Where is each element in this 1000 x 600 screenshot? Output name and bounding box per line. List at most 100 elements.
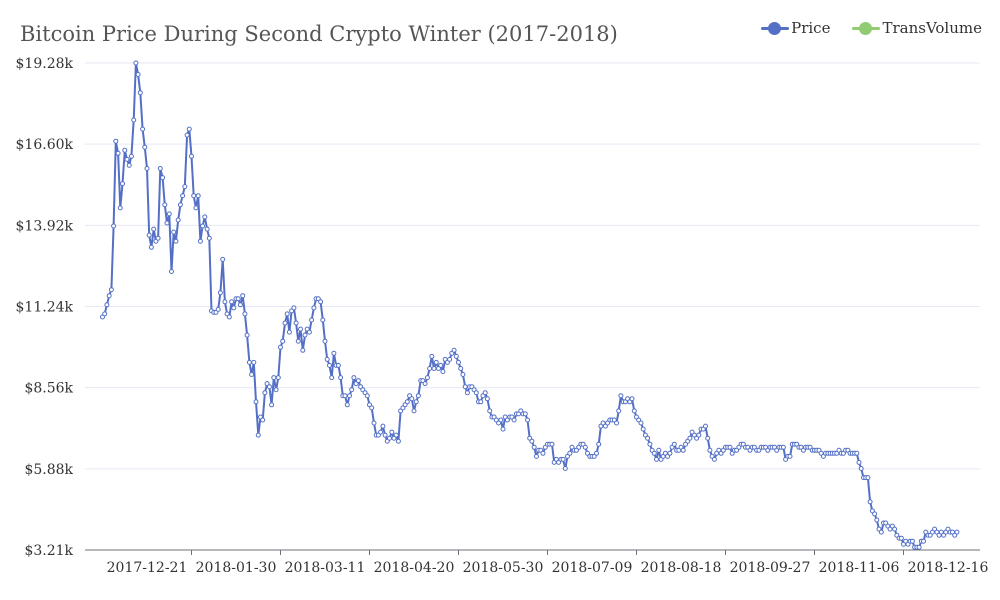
data-point [872, 511, 878, 517]
data-point [222, 299, 228, 305]
data-point [351, 375, 357, 381]
data-point [327, 362, 332, 368]
data-point [431, 366, 437, 371]
data-point [707, 447, 713, 453]
data-point [429, 353, 435, 359]
data-point [727, 444, 733, 450]
data-point [300, 347, 306, 353]
data-point [335, 362, 341, 368]
data-point [302, 332, 308, 338]
data-point [111, 223, 117, 229]
data-point [164, 220, 170, 226]
legend-dot-price [768, 22, 782, 35]
data-point [177, 202, 183, 208]
y-tick-label: $19.28k [16, 56, 74, 72]
data-point [631, 408, 637, 414]
data-point [206, 235, 212, 241]
x-tick-label: 2018-09-27 [730, 560, 811, 576]
data-point [438, 362, 444, 368]
data-point [251, 359, 257, 365]
data-point [478, 399, 484, 405]
data-point [318, 299, 324, 305]
data-point [286, 329, 292, 335]
axes: $3.21k $5.88k $8.56k $11.24k $13.92k $16.60k $… [16, 56, 989, 576]
data-point [160, 175, 166, 181]
data-point [231, 305, 237, 311]
legend-item-transvolume[interactable]: TransVolume [852, 19, 982, 37]
data-point [656, 447, 662, 453]
data-point [364, 393, 370, 399]
data-point [909, 538, 915, 544]
data-point [124, 156, 130, 162]
data-point [166, 211, 172, 217]
data-point [654, 456, 659, 462]
data-point [415, 393, 421, 399]
x-tick-label: 2018-11-06 [819, 560, 900, 576]
data-point [338, 375, 344, 381]
y-tick-label: $5.88k [24, 462, 73, 478]
data-point [344, 402, 350, 408]
data-point [954, 529, 960, 535]
data-point [500, 426, 506, 432]
data-point [404, 399, 410, 405]
data-point [540, 450, 546, 456]
data-point [246, 359, 252, 365]
data-point [106, 293, 112, 299]
data-point [409, 396, 415, 402]
data-point [380, 423, 386, 429]
data-point [237, 302, 243, 308]
data-point [645, 435, 651, 441]
x-tick-label: 2018-05-30 [463, 560, 544, 576]
data-point [191, 193, 197, 199]
data-point [255, 432, 261, 438]
data-point [484, 396, 490, 402]
data-point [202, 214, 208, 220]
data-point [128, 153, 134, 159]
legend: Price TransVolume [761, 19, 982, 37]
data-point [306, 329, 312, 335]
data-point [126, 162, 132, 168]
data-point [249, 372, 255, 377]
data-point [487, 408, 493, 414]
data-point [226, 314, 232, 320]
data-point [867, 499, 873, 505]
data-point [133, 60, 139, 66]
data-point [780, 444, 786, 450]
data-point [453, 353, 459, 359]
data-point [393, 432, 399, 438]
data-point [266, 384, 272, 390]
data-point [422, 381, 428, 387]
data-point [293, 320, 299, 326]
legend-swatch-transvolume [852, 21, 881, 35]
legend-item-price[interactable]: Price [761, 19, 830, 37]
data-point [140, 126, 146, 132]
data-point [596, 441, 602, 447]
data-point [460, 372, 466, 377]
data-point [135, 72, 141, 77]
y-tick-label: $11.24k [16, 300, 74, 316]
data-point [464, 390, 470, 396]
data-point [413, 399, 419, 405]
data-point [291, 305, 297, 311]
data-point [427, 366, 433, 371]
data-point [531, 444, 537, 450]
data-point [482, 390, 488, 396]
x-tick-label: 2018-01-30 [196, 560, 277, 576]
data-point [874, 517, 880, 523]
data-point [193, 205, 199, 211]
data-point [858, 466, 864, 471]
data-point [295, 338, 301, 344]
data-point [389, 429, 395, 435]
data-point [108, 287, 114, 293]
data-point [854, 450, 860, 456]
data-point [204, 226, 210, 232]
data-point [787, 453, 793, 459]
data-point [647, 441, 653, 447]
data-point [667, 450, 673, 456]
data-point [411, 408, 417, 414]
y-tick-label: $8.56k [24, 381, 73, 397]
data-point [473, 390, 479, 396]
data-point [117, 205, 123, 211]
x-tick-label: 2018-04-20 [374, 560, 455, 576]
